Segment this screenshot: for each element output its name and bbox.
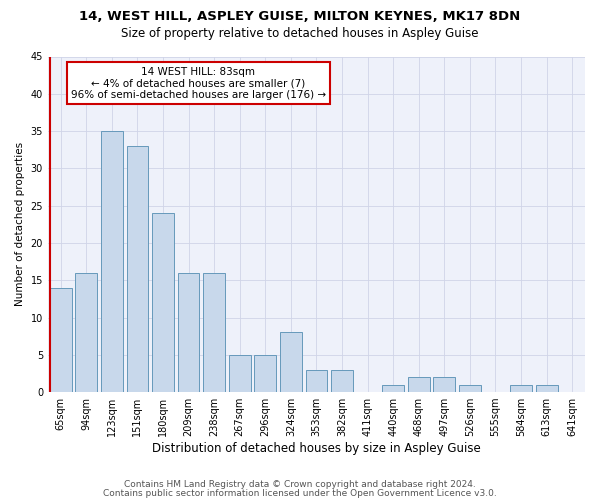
Bar [178, 273, 199, 392]
Text: 14, WEST HILL, ASPLEY GUISE, MILTON KEYNES, MK17 8DN: 14, WEST HILL, ASPLEY GUISE, MILTON KEYN… [79, 10, 521, 23]
Bar [305, 370, 328, 392]
Bar [331, 370, 353, 392]
Bar [280, 332, 302, 392]
Bar [76, 273, 97, 392]
Bar [382, 384, 404, 392]
Y-axis label: Number of detached properties: Number of detached properties [15, 142, 25, 306]
Bar [536, 384, 557, 392]
Bar [127, 146, 148, 392]
Bar [459, 384, 481, 392]
Bar [433, 377, 455, 392]
Text: Contains HM Land Registry data © Crown copyright and database right 2024.: Contains HM Land Registry data © Crown c… [124, 480, 476, 489]
Bar [203, 273, 225, 392]
X-axis label: Distribution of detached houses by size in Aspley Guise: Distribution of detached houses by size … [152, 442, 481, 455]
Bar [101, 131, 123, 392]
Bar [50, 288, 71, 392]
Bar [152, 213, 174, 392]
Bar [510, 384, 532, 392]
Text: Contains public sector information licensed under the Open Government Licence v3: Contains public sector information licen… [103, 489, 497, 498]
Bar [229, 355, 251, 392]
Bar [254, 355, 276, 392]
Text: Size of property relative to detached houses in Aspley Guise: Size of property relative to detached ho… [121, 28, 479, 40]
Bar [408, 377, 430, 392]
Text: 14 WEST HILL: 83sqm
← 4% of detached houses are smaller (7)
96% of semi-detached: 14 WEST HILL: 83sqm ← 4% of detached hou… [71, 66, 326, 100]
